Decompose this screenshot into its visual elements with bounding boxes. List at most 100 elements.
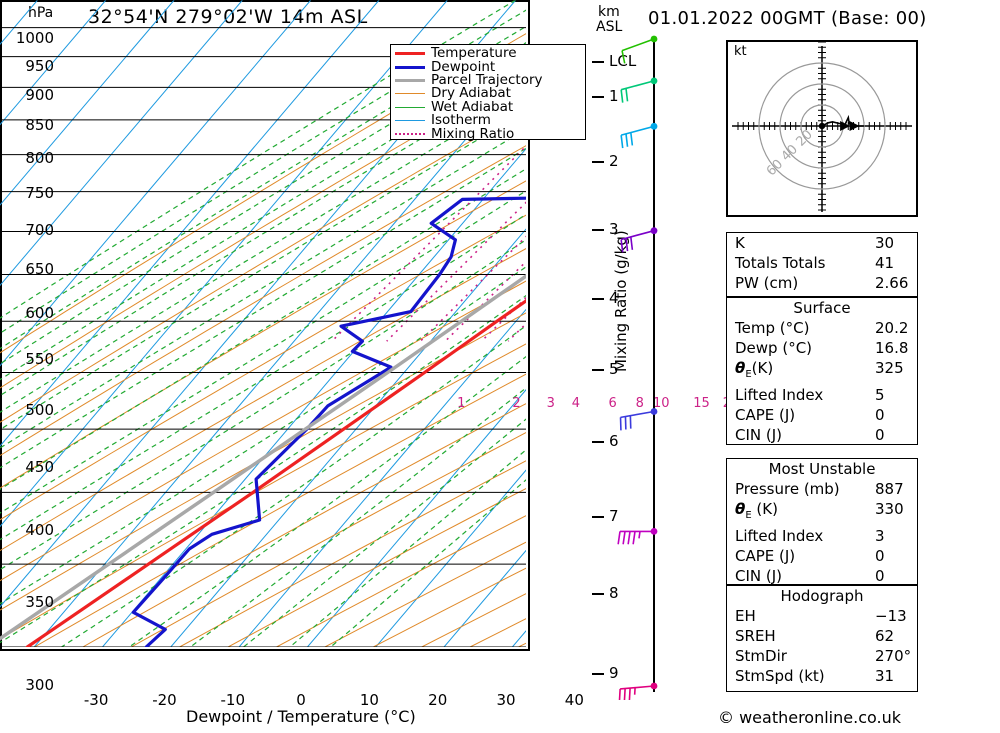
temp-tick--20: -20 <box>152 691 177 709</box>
indices-panel: K 30 Totals Totals 41 PW (cm) 2.66 <box>726 232 918 297</box>
legend-item-dewpoint: Dewpoint <box>395 60 581 73</box>
legend-item-mixing-ratio: Mixing Ratio <box>395 127 581 140</box>
wind-barb-300 <box>618 682 658 700</box>
height-tick-mark-7 <box>592 515 604 518</box>
pressure-tick-800: 800 <box>25 148 54 167</box>
legend-swatch-icon <box>395 106 425 108</box>
mixing-ratio-tick-8: 8 <box>635 396 644 411</box>
row-key: Dewp (°C) <box>735 339 813 357</box>
row-key: PW (cm) <box>735 274 799 292</box>
temp-tick-0: 0 <box>296 691 306 709</box>
row-key: Totals Totals <box>735 254 826 272</box>
legend-label: Isotherm <box>431 112 491 129</box>
legend-label: Dewpoint <box>431 58 496 75</box>
row-value: 16.8 <box>875 339 909 357</box>
row-key: CIN (J) <box>735 567 783 585</box>
row-value: 0 <box>875 426 885 444</box>
height-tick-mark-6 <box>592 441 604 444</box>
legend-item-wet-adiabat: Wet Adiabat <box>395 98 581 115</box>
mixing-ratio-tick-15: 15 <box>693 396 710 411</box>
table-row: CAPE (J) 0 <box>727 546 917 566</box>
legend-label: Mixing Ratio <box>431 125 515 142</box>
legend-label: Parcel Trajectory <box>431 71 543 88</box>
height-tick-mark-4 <box>592 298 604 301</box>
pressure-tick-1000: 1000 <box>15 29 54 47</box>
height-tick-4: 4 <box>609 289 619 308</box>
table-row: EH −13 <box>727 606 917 626</box>
row-value: −13 <box>875 607 907 625</box>
pressure-tick-950: 950 <box>25 56 54 75</box>
legend-swatch-icon <box>395 120 425 122</box>
most-unstable-panel: Most Unstable Pressure (mb) 887 θE (K) 330 Li… <box>726 458 918 585</box>
height-tick-2: 2 <box>609 152 619 171</box>
pressure-tick-750: 750 <box>25 183 54 202</box>
height-tick-mark-3 <box>592 228 604 231</box>
height-tick-mark-5 <box>592 369 604 372</box>
table-row: Dewp (°C) 16.8 <box>727 338 917 358</box>
pressure-tick-900: 900 <box>25 85 54 104</box>
pressure-tick-450: 450 <box>25 458 54 477</box>
row-value: 0 <box>875 547 885 565</box>
height-tick-7: 7 <box>609 506 619 525</box>
row-key: Temp (°C) <box>735 319 810 337</box>
lcl-label: LCL <box>609 52 637 71</box>
pressure-tick-600: 600 <box>25 303 54 322</box>
hodograph-ring-label-40: 40 <box>779 142 801 164</box>
legend-label: Wet Adiabat <box>431 98 514 115</box>
legend: Temperature Dewpoint Parcel Trajectory Dry … <box>390 44 586 140</box>
row-key: θE (K) <box>735 500 778 521</box>
table-row: Temp (°C) 20.2 <box>727 318 917 338</box>
row-key: θE(K) <box>735 359 774 380</box>
legend-label: Dry Adiabat <box>431 85 511 102</box>
row-value: 887 <box>875 480 904 498</box>
mixing-ratio-tick-4: 4 <box>571 396 581 411</box>
height-tick-3: 3 <box>609 219 619 238</box>
table-row: CIN (J) 0 <box>727 425 917 445</box>
mixing-ratio-tick-1: 1 <box>457 396 466 411</box>
table-row: SREH 62 <box>727 626 917 646</box>
table-row: CIN (J) 0 <box>727 566 917 586</box>
height-tick-5: 5 <box>609 360 619 379</box>
row-key: SREH <box>735 627 776 645</box>
row-value: 270° <box>875 647 912 665</box>
mixing-ratio-tick-10: 10 <box>652 396 670 411</box>
temp-tick-30: 30 <box>496 691 516 709</box>
legend-label: Temperature <box>431 45 517 62</box>
most_unstable_panel-title: Most Unstable <box>768 460 876 478</box>
hodograph-unit-label: kt <box>734 44 747 59</box>
legend-swatch-icon <box>395 93 425 95</box>
hodograph_panel-title: Hodograph <box>780 587 864 605</box>
height-tick-mark-2 <box>592 161 604 164</box>
legend-item-dry-adiabat: Dry Adiabat <box>395 87 581 100</box>
mixing-ratio-tick-2: 2 <box>512 396 521 411</box>
pressure-tick-650: 650 <box>25 260 54 279</box>
hodograph-plot[interactable]: kt 20 40 60 <box>726 40 918 217</box>
row-value: 330 <box>875 500 904 518</box>
row-value: 62 <box>875 627 895 645</box>
pressure-tick-850: 850 <box>25 116 54 135</box>
temp-tick-20: 20 <box>428 691 448 709</box>
pressure-tick-500: 500 <box>25 401 54 420</box>
row-value: 41 <box>875 254 895 272</box>
legend-swatch-icon <box>395 65 425 69</box>
row-key: K <box>735 234 745 252</box>
temp-tick--10: -10 <box>220 691 246 709</box>
legend-swatch-icon <box>395 78 425 82</box>
row-value: 31 <box>875 667 895 685</box>
table-row: Pressure (mb) 887 <box>727 479 917 499</box>
row-key: CIN (J) <box>735 426 783 444</box>
pressure-tick-550: 550 <box>25 350 54 369</box>
wind-barb-400 <box>617 528 658 545</box>
row-key: Lifted Index <box>735 386 824 404</box>
pressure-unit-label: hPa <box>28 5 54 21</box>
temp-tick-10: 10 <box>359 691 379 709</box>
hodograph-ring-label-20: 20 <box>794 127 816 149</box>
wind-barb-500 <box>619 408 658 431</box>
legend-swatch-icon <box>395 52 425 56</box>
pressure-tick-400: 400 <box>25 521 54 540</box>
height-tick-6: 6 <box>609 432 619 451</box>
mixing-ratio-tick-6: 6 <box>608 396 617 411</box>
wind-barb-925 <box>620 77 658 103</box>
row-key: CAPE (J) <box>735 406 796 424</box>
